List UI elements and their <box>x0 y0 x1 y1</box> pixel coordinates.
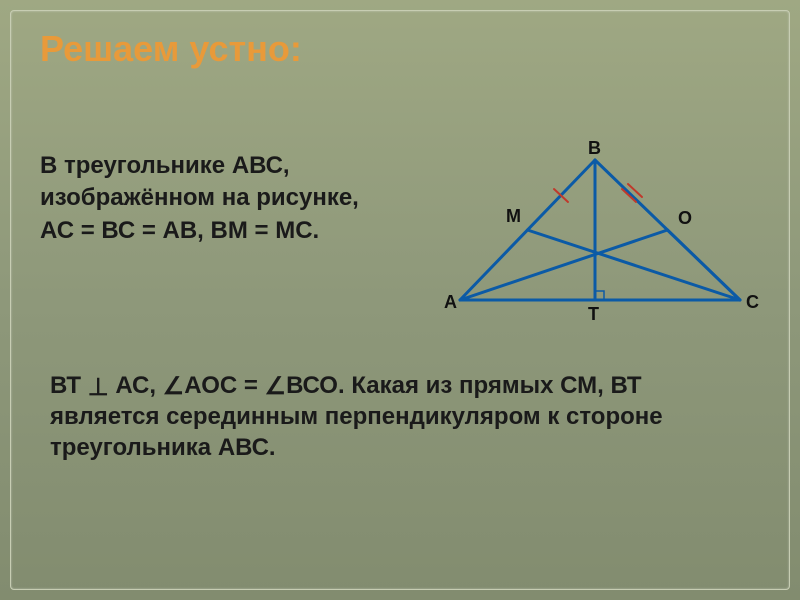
perp-symbol: ⊥ <box>88 372 109 403</box>
given-line-1: В треугольнике АВС, <box>40 152 290 179</box>
q-bco: ВСО. <box>286 372 345 399</box>
diagram-svg: A B C T M O <box>430 140 770 330</box>
svg-text:M: M <box>506 206 521 226</box>
svg-text:O: O <box>678 208 692 228</box>
svg-text:C: C <box>746 292 759 312</box>
triangle-diagram: A B C T M O <box>430 140 770 330</box>
svg-text:B: B <box>588 140 601 158</box>
angle-symbol-1: ∠ <box>163 371 185 402</box>
given-line-2: изображённом на рисунке, <box>40 184 359 211</box>
q-prefix: ВТ <box>50 372 88 399</box>
svg-text:A: A <box>444 292 457 312</box>
q-after-perp: АС, <box>109 372 163 399</box>
angle-symbol-2: ∠ <box>265 371 287 402</box>
given-line-3: АС = ВС = АВ, ВМ = МС. <box>40 217 319 244</box>
slide-title: Решаем устно: <box>40 28 302 70</box>
q-aoc: АОС = <box>184 372 264 399</box>
problem-question: ВТ ⊥ АС, ∠АОС = ∠ВСО. Какая из прямых СМ… <box>50 370 750 464</box>
svg-text:T: T <box>588 304 599 324</box>
problem-given: В треугольнике АВС, изображённом на рису… <box>40 150 420 247</box>
